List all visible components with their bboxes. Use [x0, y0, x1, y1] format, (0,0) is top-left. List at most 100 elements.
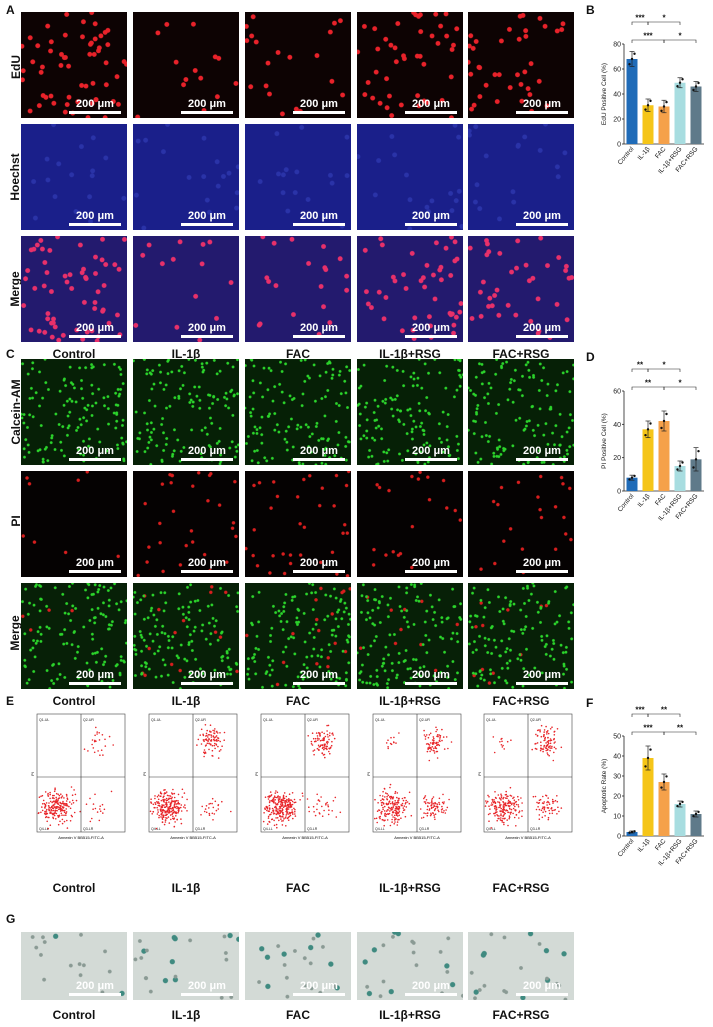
svg-text:Q3-LR: Q3-LR — [419, 827, 430, 831]
data-point — [628, 831, 631, 834]
bar — [690, 86, 702, 144]
scale-bar: 200 μm — [69, 322, 121, 338]
col-label-il1b-e: IL-1β — [171, 881, 201, 895]
y-tick-label: 0 — [617, 834, 621, 841]
panel-label-a: A — [6, 3, 15, 17]
scale-bar: 200 μm — [405, 980, 457, 996]
data-point — [694, 812, 698, 816]
hoechst-image: 200 μm — [133, 124, 239, 230]
scale-bar: 200 μm — [516, 980, 568, 996]
svg-text:Q4-LL: Q4-LL — [375, 827, 385, 831]
svg-text:Q1-UL: Q1-UL — [39, 718, 49, 722]
pi-image: 200 μm — [245, 471, 351, 577]
significance-label: * — [662, 14, 666, 23]
svg-text:PI: PI — [366, 772, 371, 776]
data-point — [646, 104, 650, 107]
scale-bar: 200 μm — [516, 322, 568, 338]
y-tick-label: 40 — [613, 422, 621, 429]
significance-label: *** — [635, 14, 645, 23]
bar — [690, 459, 702, 491]
data-point — [676, 804, 679, 808]
data-point — [681, 78, 684, 81]
data-point — [697, 810, 700, 814]
svg-text:Q4-LL: Q4-LL — [151, 827, 161, 831]
hoechst-image: 200 μm — [21, 124, 127, 230]
scale-bar: 200 μm — [181, 322, 233, 338]
bar — [626, 59, 638, 144]
col-label-fac-c: FAC — [286, 694, 310, 708]
svg-text:PI: PI — [30, 772, 35, 776]
data-point — [662, 105, 666, 108]
panel-label-e: E — [6, 694, 15, 708]
col-label-fac-rsg-a: FAC+RSG — [492, 347, 550, 361]
x-tick-label: Control — [617, 145, 636, 166]
scale-bar: 200 μm — [181, 210, 233, 226]
panel-label-b: B — [586, 3, 595, 17]
edu-image: 200 μm — [357, 12, 463, 118]
y-tick-label: 50 — [613, 734, 621, 741]
significance-bracket — [647, 21, 681, 25]
data-point — [633, 474, 636, 478]
data-point — [649, 99, 652, 103]
svg-text:Q1-UL: Q1-UL — [486, 718, 496, 722]
pi-image: 200 μm — [357, 471, 463, 577]
edu-image: 200 μm — [133, 12, 239, 118]
col-label-control-e: Control — [52, 881, 96, 895]
data-point — [644, 108, 647, 111]
merge-image: 200 μm — [21, 583, 127, 689]
svg-text:PI: PI — [142, 772, 147, 776]
y-axis-label: Apoptotic Rate (%) — [601, 759, 608, 814]
significance-label: ** — [661, 706, 668, 715]
data-point — [694, 458, 698, 461]
edu-image: 200 μm — [21, 12, 127, 118]
hoechst-image: 200 μm — [357, 124, 463, 230]
svg-text:Q4-LL: Q4-LL — [486, 827, 496, 831]
y-axis-label: PI Positive Cell (%) — [601, 413, 608, 469]
significance-label: *** — [643, 32, 653, 41]
bar — [674, 804, 686, 836]
pi-image: 200 μm — [133, 471, 239, 577]
significance-label: * — [678, 379, 682, 388]
calcein-image: 200 μm — [245, 359, 351, 465]
data-point — [660, 109, 663, 113]
y-tick-label: 60 — [613, 389, 621, 396]
calcein-image: 200 μm — [357, 359, 463, 465]
significance-label: * — [662, 361, 666, 370]
scale-bar: 200 μm — [69, 98, 121, 114]
scale-bar: 200 μm — [293, 322, 345, 338]
x-tick-label: FAC — [654, 146, 668, 160]
data-point — [692, 466, 695, 469]
significance-bracket — [663, 731, 697, 735]
svg-text:Q2-UR: Q2-UR — [195, 718, 206, 722]
col-label-fac-g: FAC — [286, 1008, 310, 1022]
bar — [690, 814, 702, 836]
data-point — [694, 85, 698, 88]
significance-bracket — [663, 386, 697, 390]
data-point — [678, 464, 682, 468]
x-tick-label: IL-1β — [637, 838, 652, 854]
svg-text:Q1-UL: Q1-UL — [151, 718, 161, 722]
significance-label: *** — [635, 706, 645, 715]
merge-image: 200 μm — [468, 236, 574, 342]
significance-bracket — [647, 713, 681, 717]
col-label-control-c: Control — [52, 694, 96, 708]
col-label-fac-e: FAC — [286, 881, 310, 895]
y-tick-label: 60 — [613, 67, 621, 74]
col-label-fac-a: FAC — [286, 347, 310, 361]
scale-bar: 200 μm — [69, 557, 121, 573]
svg-text:Q2-UR: Q2-UR — [530, 718, 541, 722]
scale-bar: 200 μm — [516, 445, 568, 461]
y-tick-label: 0 — [617, 489, 621, 496]
svg-text:Q2-UR: Q2-UR — [307, 718, 318, 722]
data-point — [644, 433, 647, 437]
data-point — [649, 748, 652, 751]
scale-bar: 200 μm — [516, 98, 568, 114]
col-label-il1b-g: IL-1β — [171, 1008, 201, 1022]
data-point — [662, 419, 666, 423]
bar — [674, 466, 686, 491]
significance-label: ** — [677, 724, 684, 733]
y-tick-label: 80 — [613, 42, 621, 49]
chart-b-edu: 0 20 40 60 80 EdU Positive Cell (%) Control IL-… — [601, 14, 704, 175]
flow-plot: Q1-UL Q2-UR Q3-LR Q4-LL Annexin V BB515-FITC… — [476, 712, 574, 842]
col-label-il1b-rsg-g: IL-1β+RSG — [379, 1008, 441, 1022]
